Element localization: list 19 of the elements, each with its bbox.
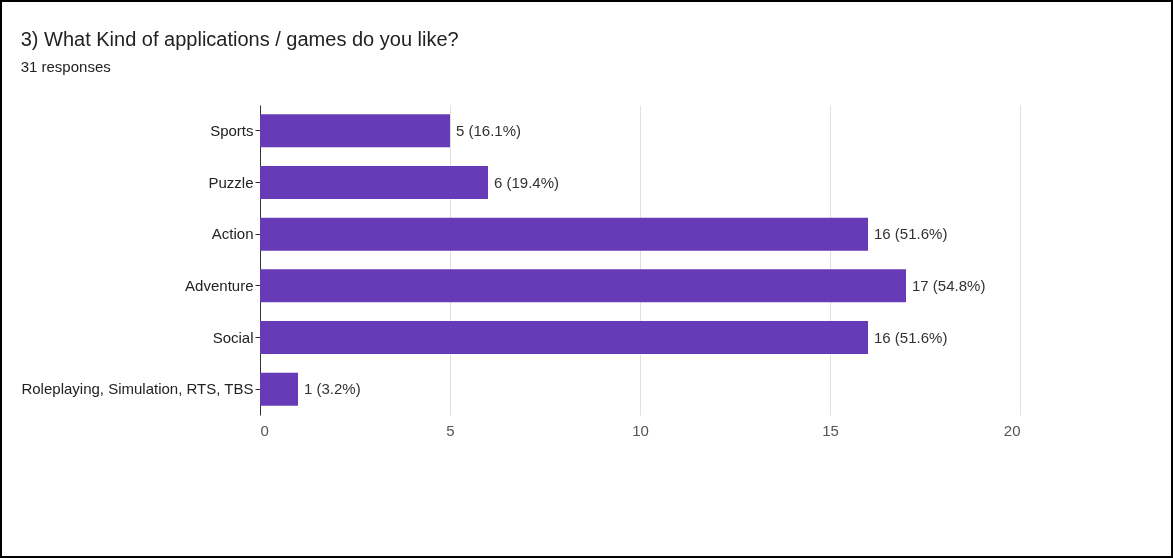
y-tick-label: Adventure	[185, 276, 254, 294]
data-label: 6 (19.4%)	[494, 173, 560, 191]
data-label: 16 (51.6%)	[874, 225, 948, 243]
x-tick-label: 20	[1003, 421, 1021, 439]
x-tick-label: 15	[822, 421, 839, 439]
data-label: 16 (51.6%)	[874, 328, 948, 346]
y-tick-label: Action	[211, 225, 254, 243]
x-tick-label: 10	[632, 421, 649, 439]
chart-title: 3) What Kind of applications / games do you like?	[20, 28, 459, 50]
y-tick-label: Roleplaying, Simulation, RTS, TBS	[21, 380, 254, 398]
y-tick-label: Sports	[210, 121, 254, 139]
x-tick-label: 5	[446, 421, 455, 439]
data-label: 1 (3.2%)	[304, 380, 361, 398]
data-label: 5 (16.1%)	[456, 121, 522, 139]
x-tick-label: 0	[260, 421, 269, 439]
y-tick-label: Social	[212, 328, 254, 346]
data-label: 17 (54.8%)	[912, 276, 986, 294]
y-tick-label: Puzzle	[208, 173, 254, 191]
text: 31 responses	[20, 58, 111, 75]
